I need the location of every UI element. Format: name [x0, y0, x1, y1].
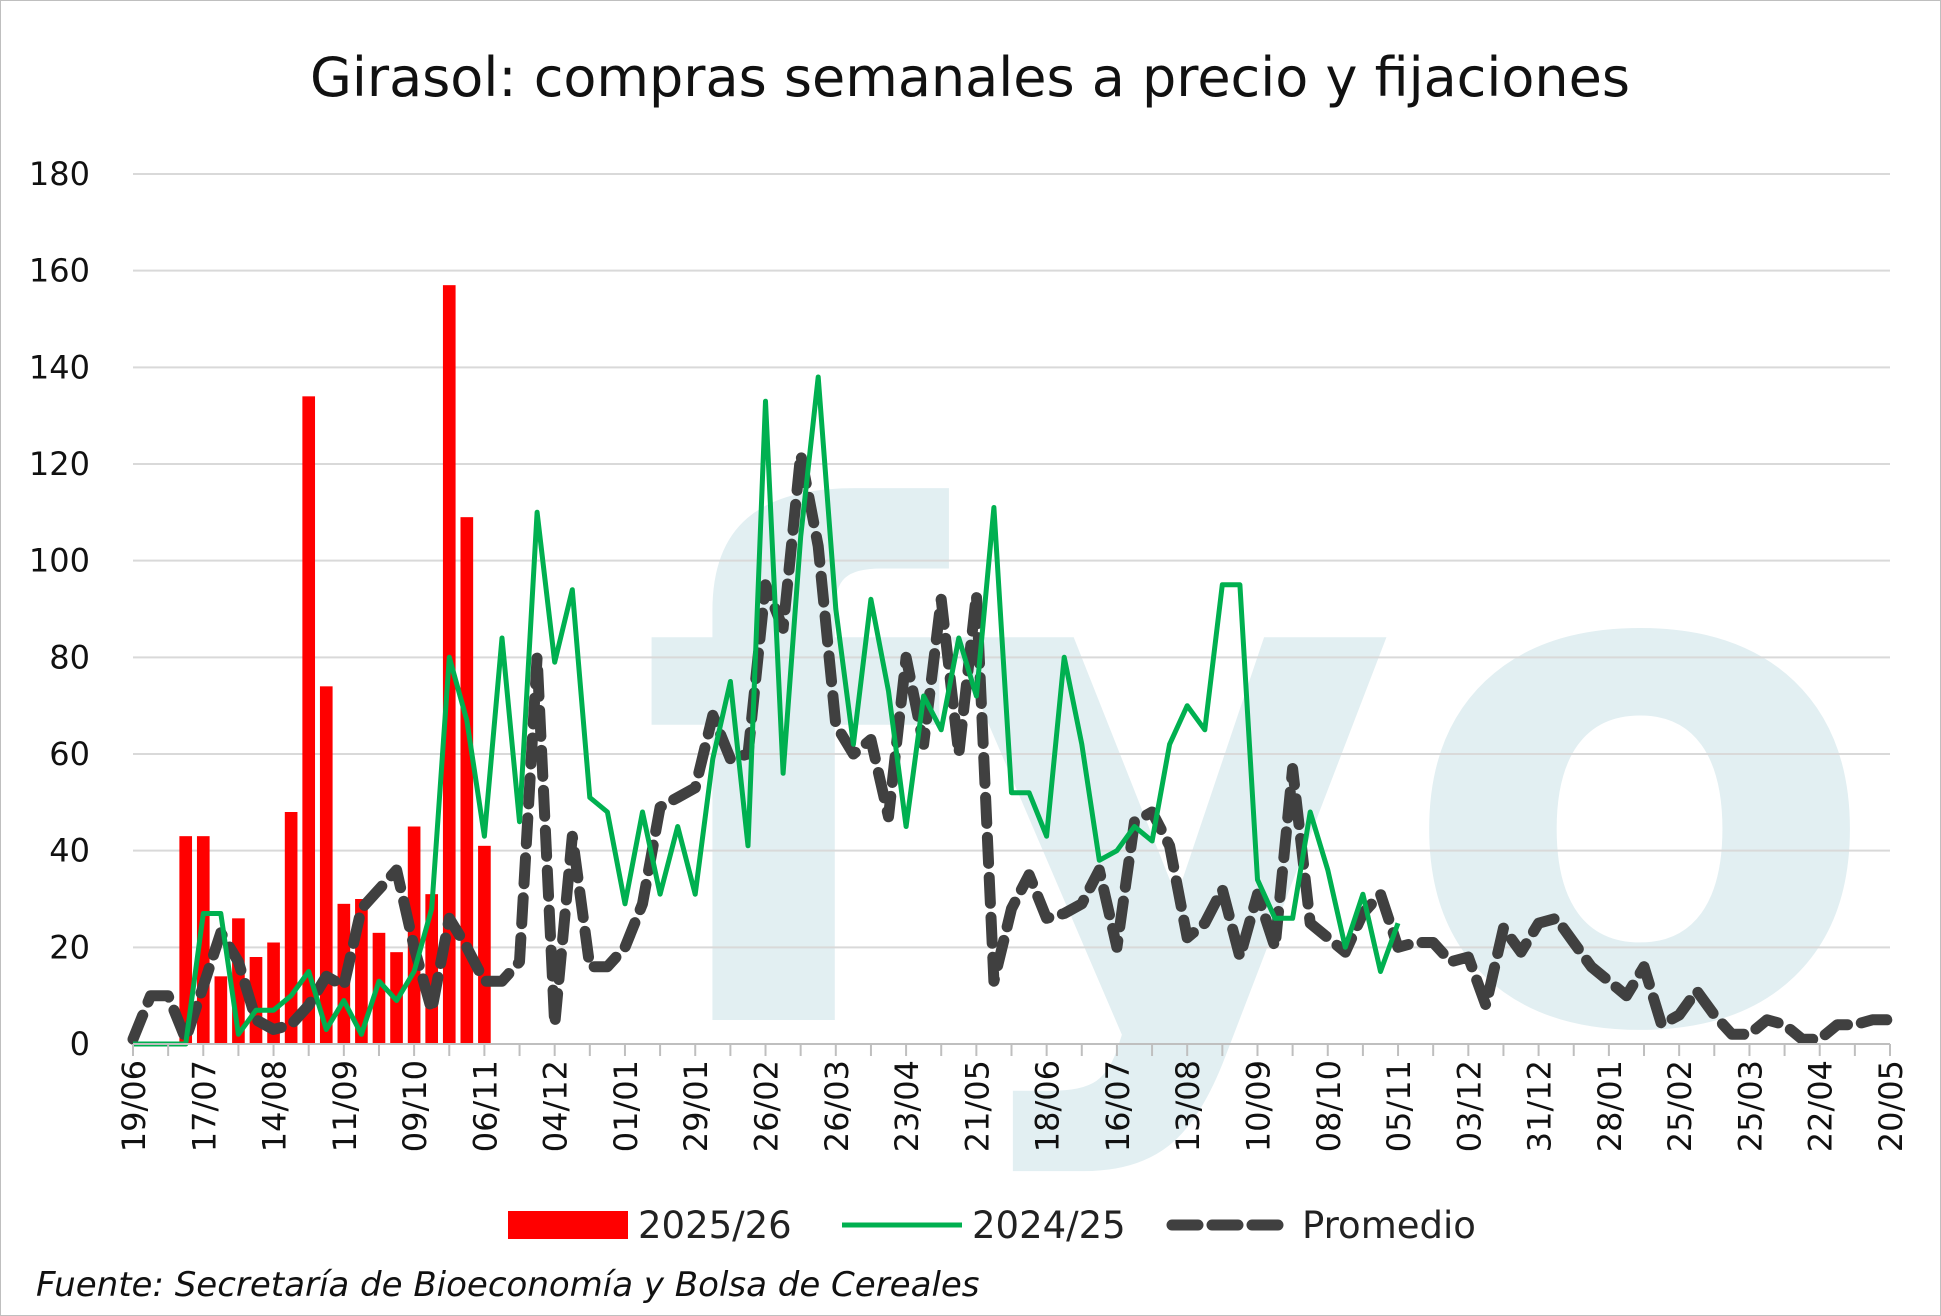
x-tick-label: 06/11: [466, 1060, 504, 1152]
x-tick-label: 04/12: [537, 1060, 575, 1152]
y-tick-label: 40: [49, 832, 90, 870]
bar-2025-26: [284, 812, 298, 1044]
y-tick-label: 180: [29, 155, 90, 193]
legend-label: 2025/26: [638, 1204, 792, 1247]
legend-label: Promedio: [1302, 1204, 1476, 1247]
bar-2025-26: [214, 976, 228, 1044]
x-tick-label: 08/10: [1310, 1060, 1348, 1152]
bar-2025-26: [460, 517, 474, 1044]
x-tick-label: 20/05: [1872, 1060, 1910, 1152]
x-tick-label: 21/05: [958, 1060, 996, 1152]
x-tick-label: 11/09: [326, 1060, 364, 1152]
series-lines: [127, 374, 1896, 1047]
x-tick-label: 26/02: [748, 1060, 786, 1152]
x-tick-label: 14/08: [256, 1060, 294, 1152]
legend-label: 2024/25: [972, 1204, 1126, 1247]
y-tick-label: 160: [29, 252, 90, 290]
x-tick-label: 05/11: [1380, 1060, 1418, 1152]
x-tick-label: 19/06: [115, 1060, 153, 1152]
y-tick-label: 140: [29, 348, 90, 386]
series-2024-25-line: [133, 374, 1401, 1047]
y-tick-label: 20: [49, 928, 90, 966]
x-tick-label: 23/04: [888, 1060, 926, 1152]
x-tick-label: 17/07: [185, 1060, 223, 1152]
x-tick-label: 31/12: [1521, 1060, 1559, 1152]
x-axis: 19/06 17/07 14/08 11/09 09/10 06/11 04/12 01/01…: [115, 1043, 1910, 1152]
y-tick-label: 0: [70, 1025, 90, 1063]
bar-2025-26: [302, 396, 316, 1044]
bar-2025-26: [478, 845, 491, 1044]
x-tick-label: 25/03: [1731, 1060, 1769, 1152]
x-tick-label: 28/01: [1591, 1060, 1629, 1152]
y-axis-ticks: 0 20 40 60 80 100 120 140 160 180: [29, 155, 90, 1063]
x-tick-label: 18/06: [1029, 1060, 1067, 1152]
legend: 2025/26 2024/25 Promedio: [508, 1204, 1476, 1247]
watermark-logo: fyo: [638, 371, 1880, 1186]
x-tick-label: 09/10: [396, 1060, 434, 1152]
y-tick-label: 60: [49, 735, 90, 773]
legend-swatch-2025-26: [508, 1211, 628, 1239]
x-tick-label: 26/03: [818, 1060, 856, 1152]
x-tick-label: 29/01: [677, 1060, 715, 1152]
series-2025-26-bars: [179, 285, 491, 1045]
x-tick-label: 03/12: [1450, 1060, 1488, 1152]
x-tick-label: 22/04: [1802, 1060, 1840, 1152]
y-tick-label: 80: [49, 638, 90, 676]
x-tick-label: 25/02: [1661, 1060, 1699, 1152]
source-note: Fuente: Secretaría de Bioeconomía y Bols…: [36, 1265, 980, 1305]
chart-title: Girasol: compras semanales a precio y fi…: [310, 46, 1630, 109]
bar-2025-26: [179, 836, 193, 1044]
bar-2025-26: [267, 942, 280, 1044]
x-tick-label: 16/07: [1099, 1060, 1137, 1152]
x-tick-label: 13/08: [1169, 1060, 1207, 1152]
y-tick-label: 100: [29, 542, 90, 580]
bar-2025-26: [319, 686, 333, 1044]
x-tick-label: 10/09: [1239, 1060, 1277, 1152]
series-promedio-line: [127, 448, 1896, 1045]
x-tick-label: 01/01: [607, 1060, 645, 1152]
y-tick-label: 120: [29, 445, 90, 483]
